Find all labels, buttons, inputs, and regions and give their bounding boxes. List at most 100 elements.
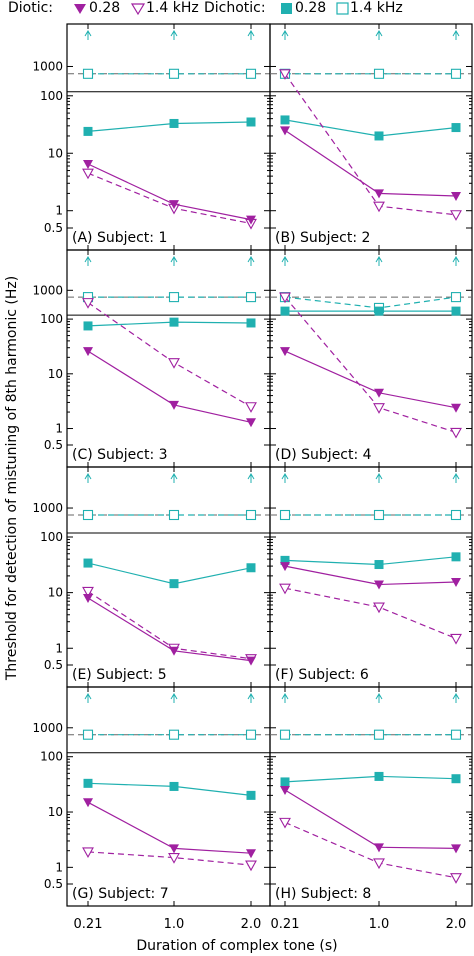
legend-dichotic-028-text: 0.28	[295, 0, 326, 16]
series-line	[284, 775, 457, 783]
panel: (F) Subject: 6	[269, 466, 473, 688]
series-line	[284, 296, 457, 309]
data-point	[246, 849, 256, 859]
data-point	[279, 509, 291, 521]
y-tick-label: 10	[48, 586, 63, 600]
y-tick-label: 10	[48, 367, 63, 381]
series-line	[87, 350, 252, 423]
data-point	[82, 68, 94, 79]
data-point	[246, 563, 256, 573]
panel-label: (A) Subject: 1	[72, 230, 167, 246]
y-tick-label: 1000	[32, 59, 63, 73]
panel-frame	[269, 686, 473, 907]
data-point	[451, 192, 461, 202]
x-tick-label: 2.0	[241, 917, 262, 932]
data-point	[246, 117, 256, 127]
y-tick-label: 1	[55, 422, 63, 436]
y-tick-label: 100	[40, 89, 63, 103]
panel: 0.5 1 10 100 1000 (C) Subject: 3	[32, 249, 271, 468]
data-point	[169, 844, 179, 854]
legend-diotic-14-marker	[130, 3, 146, 16]
data-point	[83, 160, 93, 170]
data-point	[169, 118, 179, 128]
data-point	[82, 509, 94, 521]
legend-dichotic-label: Dichotic:	[204, 0, 266, 16]
y-tick-label: 1	[55, 204, 63, 218]
y-tick-label: 1000	[32, 283, 63, 297]
data-point	[373, 858, 385, 870]
data-point	[450, 68, 462, 79]
legend-dichotic-14-marker	[336, 2, 349, 15]
ceiling-arrow	[452, 30, 460, 40]
ceiling-arrow	[375, 473, 383, 483]
data-point	[279, 292, 291, 304]
data-point	[450, 509, 462, 521]
panel-frame	[66, 23, 271, 251]
data-point	[280, 555, 290, 565]
data-point	[168, 358, 180, 369]
panel: (H) Subject: 8	[269, 686, 473, 907]
ceiling-arrow	[281, 256, 289, 266]
y-axis-title: Threshold for detection of mistuning of …	[4, 276, 20, 681]
data-point	[280, 115, 290, 125]
ceiling-arrow	[375, 30, 383, 40]
data-point	[451, 123, 461, 133]
legend-diotic-028-marker	[74, 4, 86, 14]
data-point	[168, 292, 180, 303]
data-point	[280, 777, 290, 787]
ceiling-arrow	[170, 693, 178, 703]
y-tick-label: 0.5	[44, 438, 63, 452]
panel-label: (D) Subject: 4	[275, 447, 372, 463]
data-point	[83, 126, 93, 136]
ceiling-arrow	[170, 256, 178, 266]
ceiling-arrow	[84, 693, 92, 703]
data-point	[374, 189, 384, 199]
data-point	[450, 873, 462, 884]
ceiling-arrow	[84, 30, 92, 40]
data-point	[451, 306, 461, 316]
panel-label: (E) Subject: 5	[72, 667, 167, 683]
data-point	[245, 68, 257, 79]
ceiling-arrow	[170, 473, 178, 483]
data-point	[374, 771, 384, 781]
data-point	[451, 774, 461, 784]
data-point	[82, 168, 94, 180]
data-point	[83, 558, 93, 568]
panel-label: (G) Subject: 7	[72, 886, 169, 902]
legend-diotic-label: Diotic:	[8, 0, 53, 16]
y-tick-label: 10	[48, 805, 63, 819]
data-point	[245, 402, 257, 413]
y-tick-label: 0.5	[44, 877, 63, 891]
series-line	[87, 597, 252, 662]
data-point	[280, 306, 290, 316]
panel: (B) Subject: 2	[269, 23, 473, 251]
legend: Diotic: 0.28 1.4 kHz Dichotic: 0.28 1.4 …	[8, 0, 403, 16]
y-tick-label: 100	[40, 750, 63, 764]
data-point	[450, 633, 462, 645]
panel-label: (F) Subject: 6	[275, 667, 369, 683]
y-tick-label: 100	[40, 530, 63, 544]
data-point	[168, 853, 180, 864]
data-point	[168, 729, 180, 740]
data-point	[374, 131, 384, 141]
data-point	[83, 778, 93, 788]
data-point	[82, 586, 94, 598]
y-tick-label: 100	[40, 312, 63, 326]
series-line	[284, 789, 457, 849]
data-point	[245, 509, 257, 521]
x-tick-label: 1.0	[369, 917, 390, 932]
data-point	[451, 844, 461, 854]
y-tick-label: 0.5	[44, 221, 63, 235]
x-tick-label: 2.0	[446, 917, 467, 932]
panel-frame	[66, 686, 271, 907]
series-line	[284, 821, 457, 879]
data-point	[246, 318, 256, 328]
y-tick-label: 1000	[32, 501, 63, 515]
series-line	[87, 163, 252, 221]
data-point	[169, 646, 179, 656]
data-point	[246, 418, 256, 428]
data-point	[450, 729, 462, 740]
data-point	[246, 656, 256, 666]
ceiling-arrow	[247, 30, 255, 40]
